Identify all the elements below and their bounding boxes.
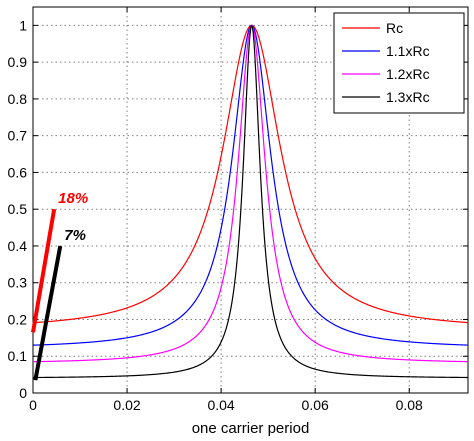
y-tick-label: 0.3 (8, 275, 28, 291)
legend-label: 1.2xRc (386, 66, 430, 82)
y-tick-label: 0.6 (8, 164, 28, 180)
y-tick-label: 0.4 (8, 238, 28, 254)
annotation-label: 18% (58, 190, 88, 207)
annotation-label: 7% (64, 227, 86, 244)
y-tick-label: 0.8 (8, 91, 28, 107)
series-line (32, 24, 469, 379)
y-tick-label: 0.1 (8, 348, 28, 364)
x-tick-label: 0.04 (207, 397, 234, 413)
axes: 0 0.02 0.04 0.06 0.08 0 0.1 0.2 0.3 0.4 0.5 0.6 0.7 0… (8, 6, 469, 413)
y-tick-label: 0.5 (8, 201, 28, 217)
series-lines (32, 24, 469, 379)
x-tick-label: 0.02 (113, 397, 140, 413)
x-tick-label: 0 (29, 397, 37, 413)
annotation-bar (31, 208, 57, 333)
legend-label: Rc (386, 20, 403, 36)
axes-frame (32, 6, 469, 394)
x-tick-label: 0.06 (302, 397, 329, 413)
y-tick-label: 0 (19, 385, 27, 401)
annotation-bar (33, 245, 63, 381)
annotations: 18% 7% (31, 190, 88, 381)
legend-box (333, 12, 465, 114)
y-tick-label: 1 (19, 17, 27, 33)
legend-label: 1.1xRc (386, 43, 430, 59)
x-tick-label: 0.08 (396, 397, 423, 413)
y-tick-label: 0.2 (8, 311, 28, 327)
legend: Rc 1.1xRc 1.2xRc 1.3xRc (333, 12, 465, 114)
y-tick-label: 0.9 (8, 54, 28, 70)
x-axis-label: one carrier period (192, 420, 310, 437)
legend-label: 1.3xRc (386, 89, 430, 105)
y-tick-label: 0.7 (8, 128, 28, 144)
